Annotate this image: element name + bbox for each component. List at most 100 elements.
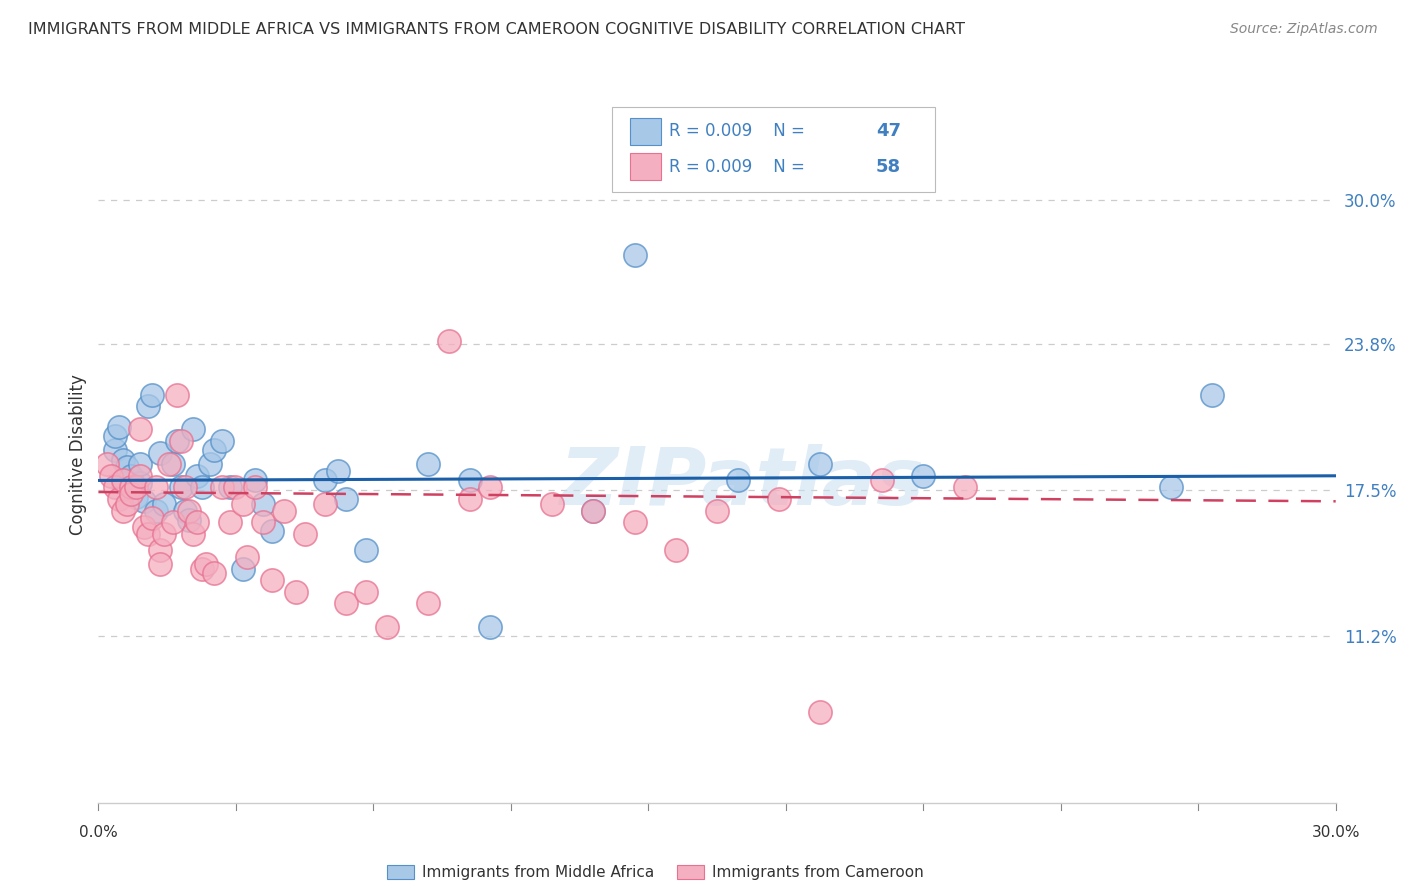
Point	[356, 584, 378, 599]
Point	[219, 480, 242, 494]
Point	[418, 596, 440, 610]
Point	[124, 490, 146, 504]
Point	[186, 468, 208, 483]
Point	[243, 474, 266, 488]
Point	[112, 452, 135, 467]
Point	[108, 491, 131, 506]
Point	[170, 480, 193, 494]
Point	[1160, 480, 1182, 494]
Text: 58: 58	[876, 158, 901, 176]
Point	[166, 387, 188, 401]
Point	[314, 497, 336, 511]
Point	[211, 434, 233, 448]
Point	[252, 515, 274, 529]
Point	[260, 573, 283, 587]
Point	[335, 491, 357, 506]
Point	[128, 475, 150, 490]
Point	[145, 503, 167, 517]
Point	[232, 561, 254, 575]
Point	[149, 445, 172, 459]
Point	[479, 619, 502, 633]
Point	[141, 387, 163, 401]
Point	[202, 443, 225, 458]
Point	[768, 491, 790, 506]
Point	[219, 515, 242, 529]
Text: ZIPatlas: ZIPatlas	[560, 443, 924, 522]
Point	[120, 468, 142, 483]
Point	[623, 248, 645, 262]
Text: Source: ZipAtlas.com: Source: ZipAtlas.com	[1230, 22, 1378, 37]
Point	[194, 557, 217, 571]
Point	[458, 491, 481, 506]
Point	[479, 480, 502, 494]
Point	[162, 457, 184, 471]
Point	[326, 464, 349, 478]
Point	[623, 515, 645, 529]
Point	[186, 515, 208, 529]
Point	[120, 483, 142, 497]
Point	[124, 480, 146, 494]
Text: 47: 47	[876, 122, 901, 140]
Point	[706, 503, 728, 517]
Point	[252, 497, 274, 511]
Point	[100, 468, 122, 483]
Point	[120, 480, 142, 494]
Point	[236, 549, 259, 564]
Point	[808, 706, 831, 720]
Text: IMMIGRANTS FROM MIDDLE AFRICA VS IMMIGRANTS FROM CAMEROON COGNITIVE DISABILITY C: IMMIGRANTS FROM MIDDLE AFRICA VS IMMIGRA…	[28, 22, 965, 37]
Point	[582, 503, 605, 517]
Point	[356, 543, 378, 558]
Point	[190, 480, 212, 494]
Point	[112, 474, 135, 488]
Point	[181, 422, 204, 436]
Point	[953, 480, 976, 494]
Point	[117, 459, 139, 474]
Point	[128, 422, 150, 436]
Text: R = 0.009    N =: R = 0.009 N =	[669, 158, 810, 176]
Point	[243, 480, 266, 494]
Point	[1201, 387, 1223, 401]
Text: R = 0.009    N =: R = 0.009 N =	[669, 122, 810, 140]
Point	[128, 457, 150, 471]
Point	[211, 480, 233, 494]
Point	[112, 475, 135, 490]
Point	[582, 503, 605, 517]
Point	[665, 543, 688, 558]
Point	[179, 503, 201, 517]
Point	[727, 474, 749, 488]
Point	[145, 480, 167, 494]
Point	[437, 334, 460, 349]
Point	[136, 526, 159, 541]
Text: 30.0%: 30.0%	[1312, 825, 1360, 840]
Point	[202, 566, 225, 581]
Point	[232, 497, 254, 511]
Text: 0.0%: 0.0%	[79, 825, 118, 840]
Point	[260, 524, 283, 539]
Point	[912, 468, 935, 483]
Point	[120, 487, 142, 501]
Point	[170, 434, 193, 448]
Point	[96, 457, 118, 471]
Point	[149, 557, 172, 571]
Point	[181, 526, 204, 541]
Point	[141, 510, 163, 524]
Point	[294, 526, 316, 541]
Point	[149, 543, 172, 558]
Point	[541, 497, 564, 511]
Point	[136, 399, 159, 413]
Point	[224, 480, 246, 494]
Point	[104, 429, 127, 443]
Point	[104, 443, 127, 458]
Point	[153, 497, 176, 511]
Point	[174, 503, 197, 517]
Point	[375, 619, 398, 633]
Y-axis label: Cognitive Disability: Cognitive Disability	[69, 375, 87, 535]
Point	[808, 457, 831, 471]
Point	[157, 457, 180, 471]
Point	[128, 468, 150, 483]
Point	[285, 584, 308, 599]
Legend: Immigrants from Middle Africa, Immigrants from Cameroon: Immigrants from Middle Africa, Immigrant…	[381, 859, 929, 887]
Point	[418, 457, 440, 471]
Point	[190, 561, 212, 575]
Point	[198, 457, 221, 471]
